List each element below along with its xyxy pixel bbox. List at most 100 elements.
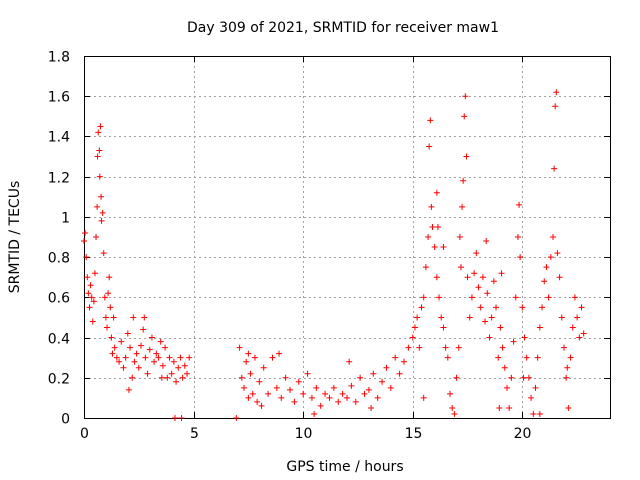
data-point xyxy=(85,290,92,297)
data-point xyxy=(91,270,98,277)
data-point xyxy=(416,344,423,351)
data-point xyxy=(427,117,434,124)
data-point xyxy=(300,390,307,397)
data-point xyxy=(98,217,105,224)
data-point xyxy=(569,324,576,331)
data-point xyxy=(479,274,486,281)
data-point xyxy=(534,354,541,361)
x-tick-label: 20 xyxy=(514,426,532,442)
data-point xyxy=(521,334,528,341)
x-axis-label: GPS time / hours xyxy=(286,459,403,475)
x-tick-label: 0 xyxy=(80,426,89,442)
x-tick-label: 5 xyxy=(190,426,199,442)
data-point xyxy=(304,370,311,377)
data-point xyxy=(530,410,537,417)
data-point xyxy=(96,173,103,180)
data-point xyxy=(258,402,265,409)
data-point xyxy=(574,314,581,321)
data-point xyxy=(282,374,289,381)
data-point xyxy=(497,324,504,331)
data-point xyxy=(461,113,468,120)
y-tick-label: 1 xyxy=(61,211,70,227)
y-tick-label: 1.4 xyxy=(48,130,70,146)
data-point xyxy=(84,274,91,281)
data-point xyxy=(168,370,175,377)
data-point xyxy=(370,370,377,377)
data-point xyxy=(519,304,526,311)
data-point xyxy=(414,314,421,321)
data-point xyxy=(260,364,267,371)
data-point xyxy=(484,290,491,297)
data-point xyxy=(508,374,515,381)
data-point xyxy=(545,294,552,301)
data-point xyxy=(247,370,254,377)
x-tick-label: 10 xyxy=(295,426,313,442)
data-point xyxy=(127,344,134,351)
data-point xyxy=(106,274,113,281)
data-point xyxy=(361,390,368,397)
data-point xyxy=(107,304,114,311)
tick-layer: 0 5 10 15 20 0 0.2 0.4 0.6 0.8 1 1.2 1.4 1.6 1.8 xyxy=(48,50,610,442)
data-point xyxy=(254,398,261,405)
data-point xyxy=(330,384,337,391)
data-point xyxy=(118,338,125,345)
data-point xyxy=(556,274,563,281)
data-point xyxy=(580,330,587,337)
data-point xyxy=(99,209,106,216)
chart-title: Day 309 of 2021, SRMTID for receiver maw… xyxy=(187,20,499,36)
data-point xyxy=(291,398,298,405)
data-point xyxy=(93,234,100,240)
data-point xyxy=(541,278,548,285)
data-point xyxy=(496,404,503,411)
data-point xyxy=(543,264,550,271)
data-point xyxy=(87,282,94,289)
data-point xyxy=(512,294,519,301)
data-point xyxy=(438,314,445,321)
y-tick-label: 0.4 xyxy=(48,332,70,348)
data-point xyxy=(181,362,188,369)
data-point xyxy=(488,314,495,321)
data-point xyxy=(88,294,95,301)
data-point xyxy=(473,250,480,257)
data-point xyxy=(256,378,263,385)
data-point xyxy=(96,147,103,154)
data-point xyxy=(133,350,140,357)
data-point xyxy=(503,384,510,391)
data-point xyxy=(428,203,435,210)
data-point xyxy=(536,324,543,331)
data-point xyxy=(108,334,115,341)
y-tick-label: 1.6 xyxy=(48,90,70,106)
data-point xyxy=(498,270,505,277)
data-point xyxy=(322,390,329,397)
data-point xyxy=(499,344,506,351)
y-tick-label: 0.2 xyxy=(48,372,70,388)
data-point xyxy=(137,342,144,349)
data-point xyxy=(440,244,447,251)
data-point xyxy=(313,384,320,391)
data-point xyxy=(170,358,177,365)
data-point xyxy=(565,404,572,411)
data-point xyxy=(177,354,184,361)
y-tick-label: 0.6 xyxy=(48,291,70,307)
data-point xyxy=(171,415,178,421)
data-point xyxy=(418,304,425,311)
grid-layer xyxy=(84,56,610,418)
data-point xyxy=(94,153,101,160)
data-point xyxy=(101,294,108,301)
data-point xyxy=(308,394,315,401)
data-point xyxy=(558,314,565,321)
data-point xyxy=(311,410,318,417)
data-point xyxy=(81,238,87,245)
data-point xyxy=(383,364,390,371)
y-tick-label: 1.2 xyxy=(48,171,70,187)
data-point xyxy=(111,344,118,351)
data-point xyxy=(276,350,283,357)
frame-layer xyxy=(84,56,611,419)
data-point xyxy=(442,344,449,351)
data-point xyxy=(166,354,173,361)
plot-frame xyxy=(84,56,611,419)
data-point xyxy=(120,364,127,371)
data-point xyxy=(186,354,193,361)
data-point xyxy=(464,274,471,281)
data-point xyxy=(130,314,137,321)
